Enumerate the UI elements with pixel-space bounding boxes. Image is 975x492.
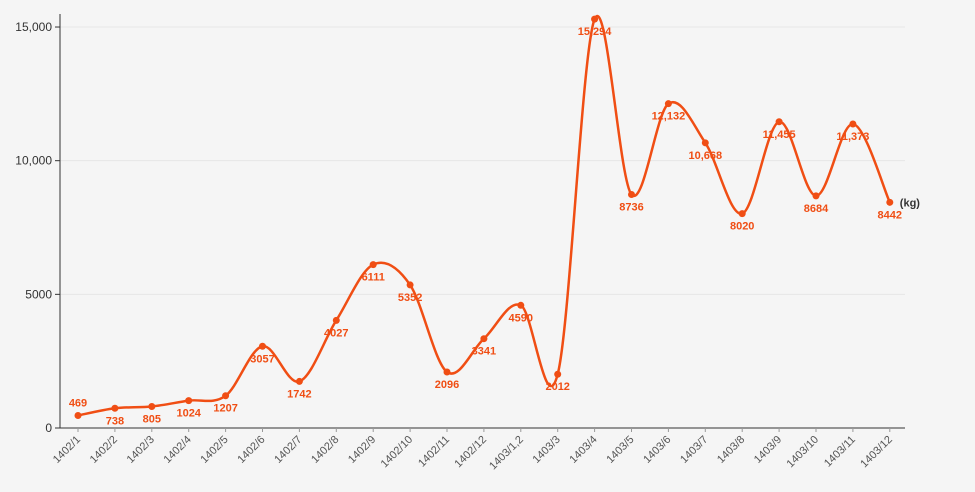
data-label-0: 469 xyxy=(69,397,87,409)
data-point-19 xyxy=(775,118,783,126)
x-tick-label-9: 1402/10 xyxy=(379,434,416,471)
x-tick-label-10: 1402/11 xyxy=(416,434,452,470)
data-point-22 xyxy=(886,198,894,206)
data-point-14 xyxy=(591,15,599,23)
x-tick-labels: 1402/1 1402/2 1402/3 1402/4 1402/5 1402/6 1402… xyxy=(51,428,895,472)
y-tick-label-0: 0 xyxy=(45,421,52,435)
data-point-4 xyxy=(222,392,230,400)
x-tick-label-13: 1403/3 xyxy=(531,434,563,466)
data-point-7 xyxy=(332,316,340,324)
data-label-21: 11,373 xyxy=(836,131,869,143)
x-tick-label-11: 1402/12 xyxy=(452,434,489,471)
x-tick-label-20: 1403/10 xyxy=(785,434,822,471)
data-label-15: 8736 xyxy=(619,201,643,213)
gridlines xyxy=(60,26,905,295)
data-point-6 xyxy=(295,377,303,385)
y-tick-label-1: 5000 xyxy=(25,287,52,301)
x-tick-label-8: 1402/9 xyxy=(346,434,378,466)
data-label-1: 738 xyxy=(106,415,124,427)
data-point-5 xyxy=(259,342,266,350)
data-point-11 xyxy=(480,335,488,343)
data-label-5: 3057 xyxy=(250,353,274,365)
x-tick-label-4: 1402/5 xyxy=(198,434,230,466)
data-point-21 xyxy=(849,120,857,128)
data-point-10 xyxy=(443,368,451,376)
data-label-11: 3341 xyxy=(472,346,496,358)
series-line xyxy=(76,14,892,417)
data-label-6: 1742 xyxy=(287,388,311,400)
x-tick-label-5: 1402/6 xyxy=(235,434,267,466)
data-label-16: 12,132 xyxy=(652,111,686,123)
x-tick-label-15: 1403/5 xyxy=(604,434,636,466)
data-label-19: 11,455 xyxy=(763,129,796,141)
x-tick-label-14: 1403/4 xyxy=(567,434,599,466)
data-label-13: 2012 xyxy=(545,381,569,393)
data-label-18: 8020 xyxy=(730,221,754,233)
x-tick-label-7: 1402/8 xyxy=(309,434,341,466)
x-tick-label-3: 1402/4 xyxy=(162,434,194,466)
x-tick-label-2: 1402/3 xyxy=(125,434,157,466)
data-label-10: 2096 xyxy=(435,379,459,391)
data-label-2: 805 xyxy=(143,413,161,425)
x-tick-label-17: 1403/7 xyxy=(678,434,710,466)
data-label-9: 5352 xyxy=(398,292,422,304)
y-tick-labels: 0 5000 10,000 15,000 xyxy=(15,20,60,435)
y-tick-label-2: 10,000 xyxy=(15,154,52,168)
x-tick-label-22: 1403/12 xyxy=(858,434,895,471)
x-tick-label-6: 1402/7 xyxy=(272,434,304,466)
x-tick-label-16: 1403/6 xyxy=(641,434,673,466)
x-tick-label-0: 1402/1 xyxy=(51,434,83,466)
data-point-1 xyxy=(111,404,119,412)
data-label-4: 1207 xyxy=(213,403,237,415)
data-point-12 xyxy=(517,301,525,309)
data-label-12: 4590 xyxy=(509,312,533,324)
data-label-17: 10,668 xyxy=(688,150,722,162)
data-point-8 xyxy=(369,261,377,269)
data-label-20: 8684 xyxy=(804,203,829,215)
x-tick-label-1: 1402/2 xyxy=(88,434,120,466)
data-point-16 xyxy=(664,100,672,108)
x-tick-label-21: 1403/11 xyxy=(822,434,858,470)
data-point-9 xyxy=(406,281,414,289)
data-point-13 xyxy=(554,370,562,378)
y-tick-label-3: 15,000 xyxy=(15,20,52,34)
data-label-7: 4027 xyxy=(324,327,348,339)
data-point-2 xyxy=(148,402,156,410)
data-points xyxy=(74,15,894,419)
data-label-3: 1024 xyxy=(176,408,201,420)
data-point-15 xyxy=(628,190,635,198)
data-point-20 xyxy=(812,192,820,200)
x-tick-label-12: 1403/1,2 xyxy=(487,434,526,473)
data-point-18 xyxy=(738,210,746,218)
data-point-3 xyxy=(185,397,193,405)
data-label-8: 6111 xyxy=(362,272,385,284)
unit-label: (kg) xyxy=(900,197,921,209)
data-point-17 xyxy=(701,139,709,147)
data-point-0 xyxy=(74,411,82,419)
data-label-14: 15,294 xyxy=(578,26,613,38)
data-label-22: 8442 xyxy=(878,209,902,221)
x-tick-label-18: 1403/8 xyxy=(715,434,747,466)
data-labels: 469 738 805 1024 1207 3057 1742 4027 6111 5352 209… xyxy=(69,26,902,427)
x-tick-label-19: 1403/9 xyxy=(752,434,784,466)
